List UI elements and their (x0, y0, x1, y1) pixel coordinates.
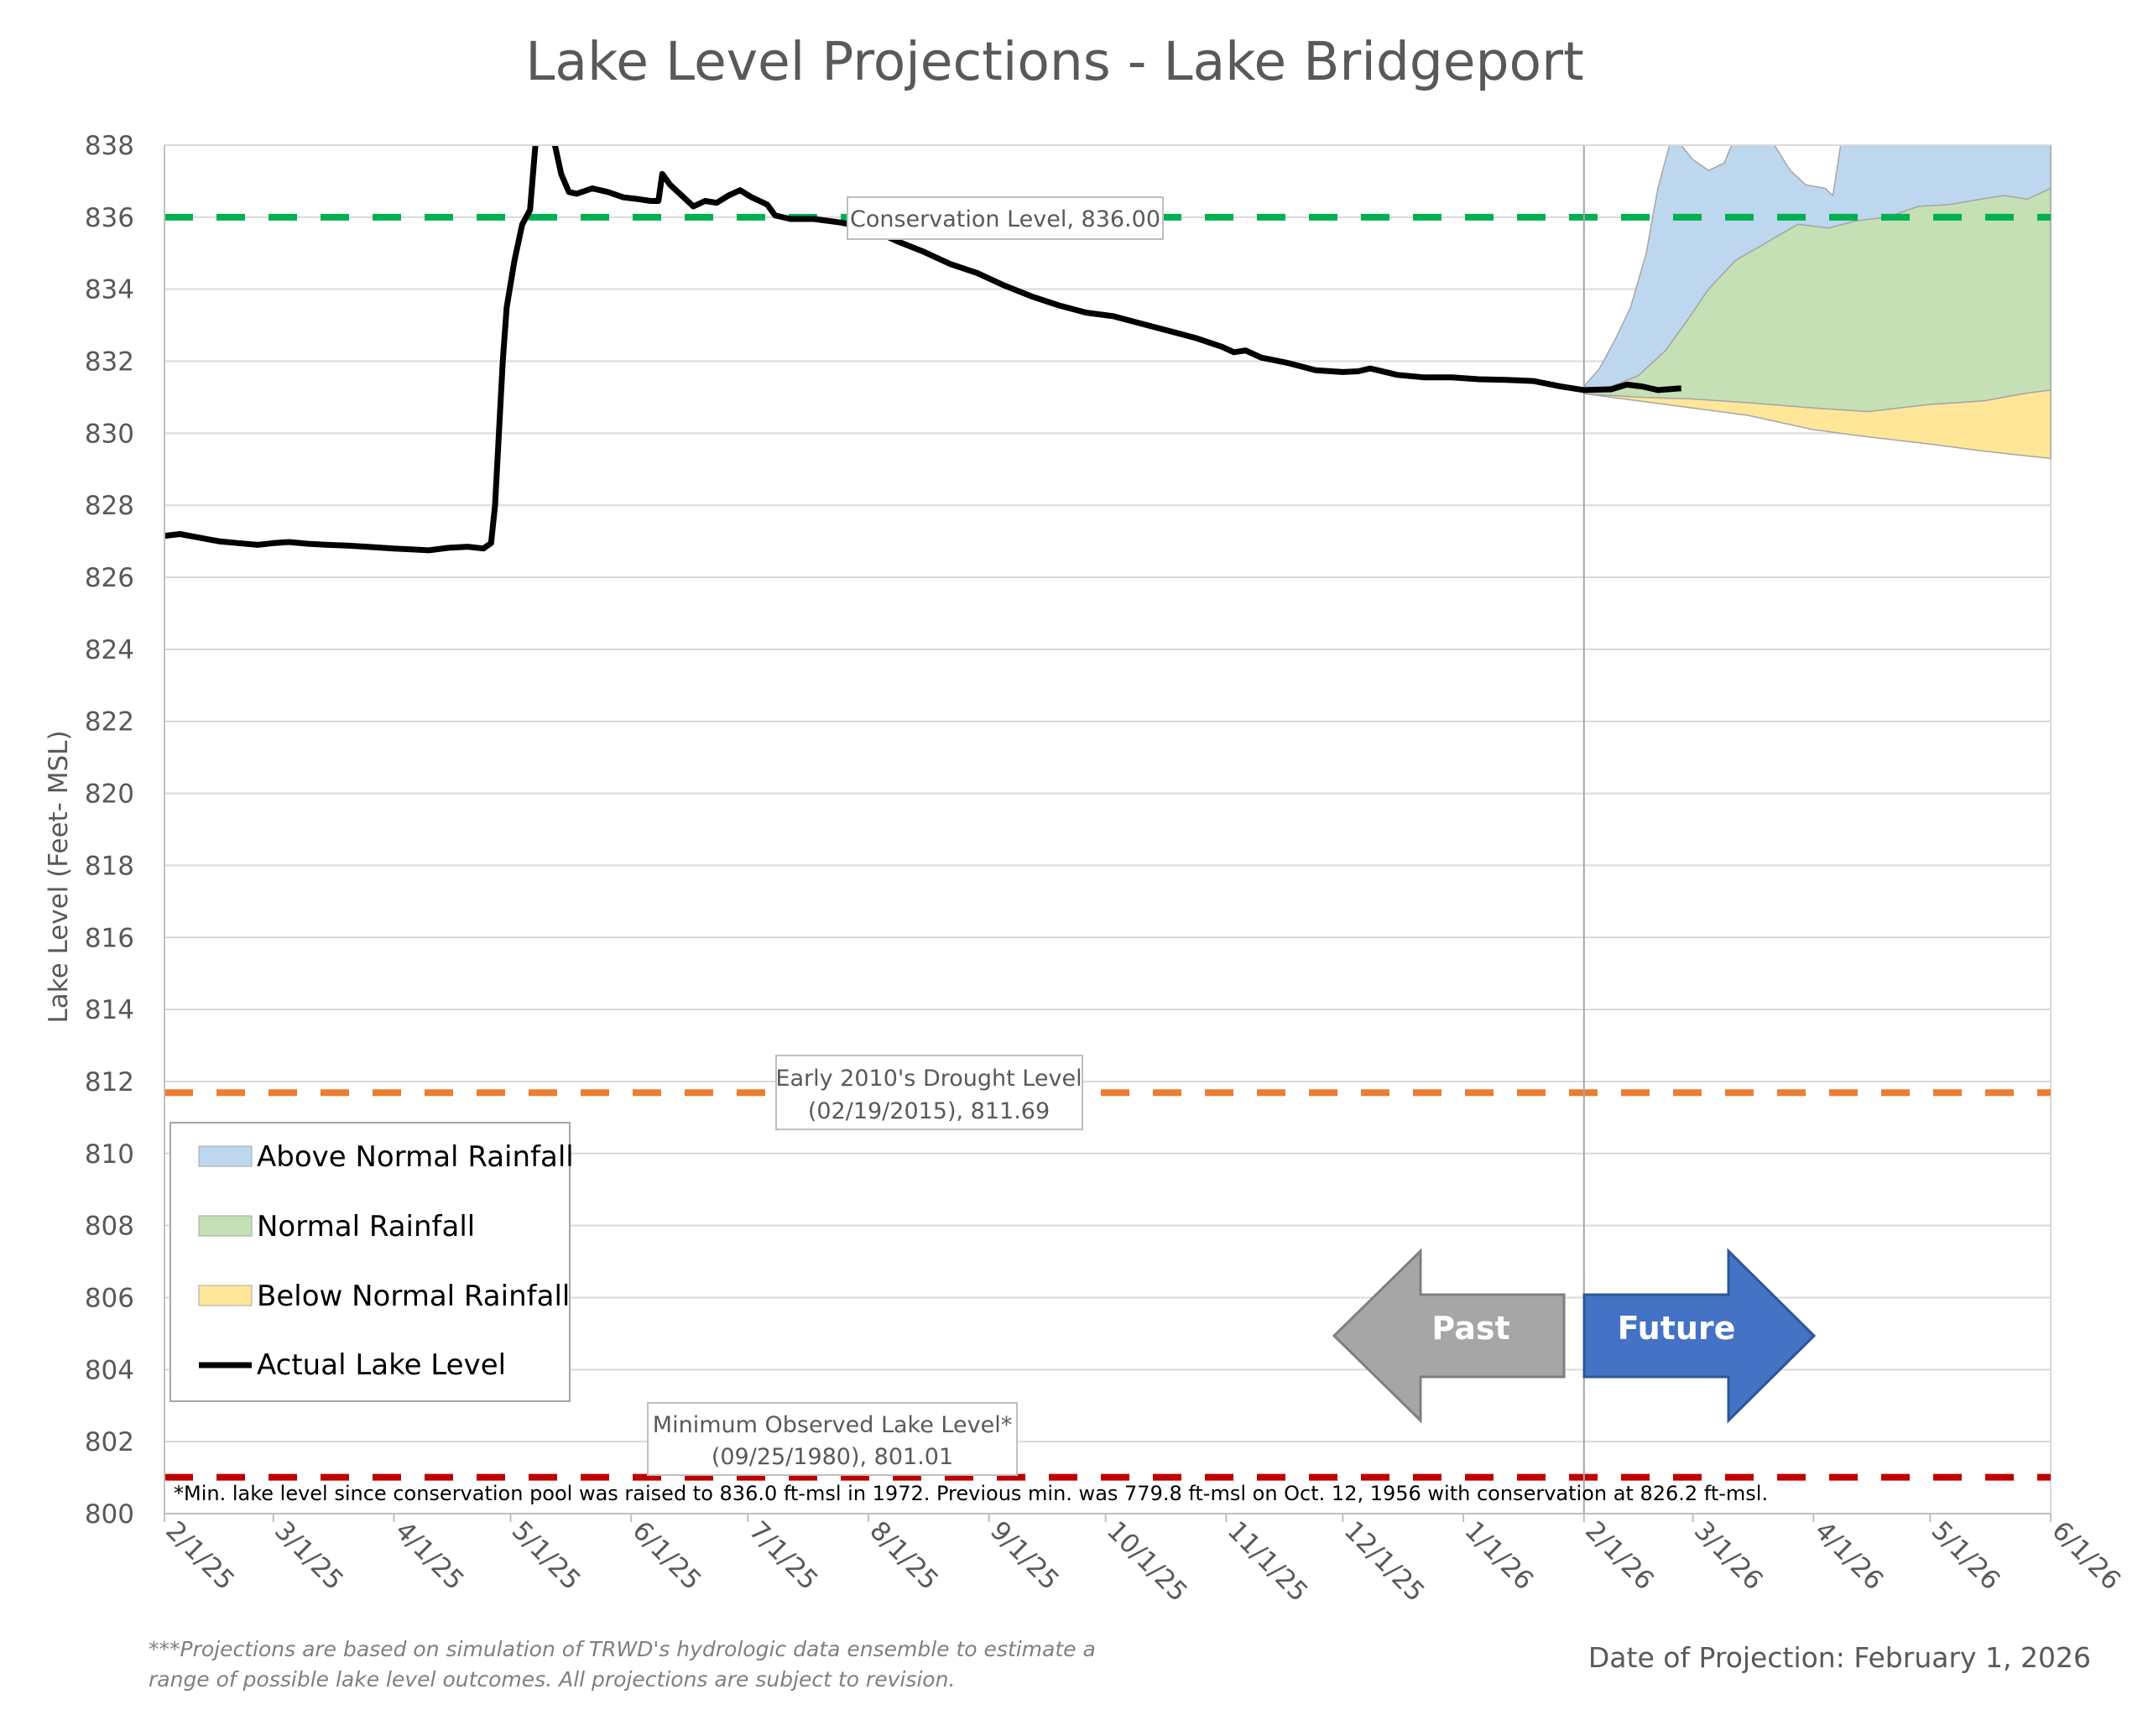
below-normal-band (1583, 389, 2052, 460)
y-tick-label: 824 (85, 635, 134, 665)
legend-swatch-below (198, 1285, 253, 1306)
legend-label-normal: Normal Rainfall (257, 1210, 475, 1243)
y-tick-label: 834 (85, 275, 134, 305)
y-tick-label: 838 (85, 131, 134, 161)
legend-swatch-normal (198, 1215, 253, 1237)
projection-bands (1583, 144, 2052, 460)
minimum-callout: Minimum Observed Lake Level* (09/25/1980… (647, 1402, 1018, 1476)
y-tick-label: 828 (85, 491, 134, 521)
y-tick-label: 814 (85, 995, 134, 1025)
drought-label-line2: (02/19/2015), 811.69 (808, 1098, 1050, 1124)
conservation-label: Conservation Level, 836.00 (850, 206, 1160, 232)
x-tick-label: 10/1/25 (1101, 1515, 1193, 1608)
minimum-label-line1: Minimum Observed Lake Level* (653, 1412, 1012, 1438)
y-tick-label: 816 (85, 923, 134, 953)
y-tick-label: 802 (85, 1427, 134, 1457)
drought-callout: Early 2010's Drought Level (02/19/2015),… (775, 1055, 1083, 1130)
legend: Above Normal Rainfall Normal Rainfall Be… (169, 1122, 574, 1402)
drought-label-line1: Early 2010's Drought Level (775, 1066, 1082, 1092)
x-tick-label: 4/1/26 (1809, 1515, 1890, 1596)
y-tick-label: 810 (85, 1139, 134, 1170)
x-tick-label: 3/1/26 (1688, 1515, 1769, 1596)
y-tick-label: 822 (85, 707, 134, 738)
y-tick-label: 818 (85, 851, 134, 881)
x-tick-label: 2/1/25 (159, 1515, 240, 1596)
y-tick-labels: 800 802 804 806 808 810 812 814 816 818 820 822 824 8… (85, 131, 134, 1530)
minimum-label-line2: (09/25/1980), 801.01 (712, 1444, 953, 1470)
y-tick-label: 804 (85, 1355, 134, 1385)
x-tick-label: 1/1/26 (1458, 1515, 1539, 1596)
legend-label-actual: Actual Lake Level (257, 1348, 506, 1382)
y-tick-label: 826 (85, 563, 134, 593)
x-tick-labels: 2/1/25 3/1/25 4/1/25 5/1/25 6/1/25 7/1/25 8/1/… (159, 1514, 2126, 1608)
minimum-note: *Min. lake level since conservation pool… (174, 1482, 1768, 1505)
y-tick-label: 808 (85, 1212, 134, 1242)
footnote-line1: ***Projections are based on simulation o… (149, 1637, 1096, 1661)
x-tick-label: 6/1/25 (627, 1515, 707, 1596)
y-tick-label: 812 (85, 1067, 134, 1097)
y-tick-label: 832 (85, 347, 134, 378)
legend-label-below: Below Normal Rainfall (257, 1280, 570, 1313)
y-tick-label: 800 (85, 1499, 134, 1530)
x-tick-label: 8/1/25 (863, 1515, 944, 1596)
y-tick-label: 806 (85, 1283, 134, 1313)
actual-level-layer (164, 145, 1681, 554)
past-label: Past (1431, 1310, 1509, 1347)
chart-title: Lake Level Projections - Lake Bridgeport (525, 31, 1583, 92)
x-tick-label: 4/1/25 (389, 1515, 470, 1596)
conservation-callout: Conservation Level, 836.00 (847, 196, 1164, 240)
projection-date: Date of Projection: February 1, 2026 (1588, 1641, 2091, 1674)
footnote-line2: range of possible lake level outcomes. A… (149, 1667, 955, 1692)
y-tick-label: 830 (85, 419, 134, 449)
legend-swatch-above (198, 1145, 253, 1167)
past-arrow: Past (1332, 1248, 1566, 1424)
axes (164, 144, 2051, 1514)
y-tick-label: 836 (85, 203, 134, 233)
actual-lake-level-line (164, 145, 1681, 554)
x-tick-label: 7/1/25 (743, 1515, 824, 1596)
y-tick-label: 820 (85, 779, 134, 810)
x-tick-label: 6/1/26 (2046, 1515, 2126, 1596)
future-label: Future (1618, 1310, 1736, 1347)
x-tick-label: 9/1/25 (984, 1515, 1065, 1596)
legend-label-above: Above Normal Rainfall (257, 1140, 574, 1174)
future-arrow: Future (1582, 1248, 1817, 1424)
x-tick-label: 11/1/25 (1222, 1515, 1314, 1608)
x-tick-label: 3/1/25 (268, 1515, 349, 1596)
x-tick-label: 12/1/25 (1338, 1515, 1431, 1608)
x-tick-label: 5/1/26 (1926, 1515, 2006, 1596)
y-axis-label: Lake Level (Feet- MSL) (44, 730, 74, 1023)
x-tick-label: 2/1/26 (1579, 1515, 1660, 1596)
x-tick-label: 5/1/25 (506, 1515, 587, 1596)
